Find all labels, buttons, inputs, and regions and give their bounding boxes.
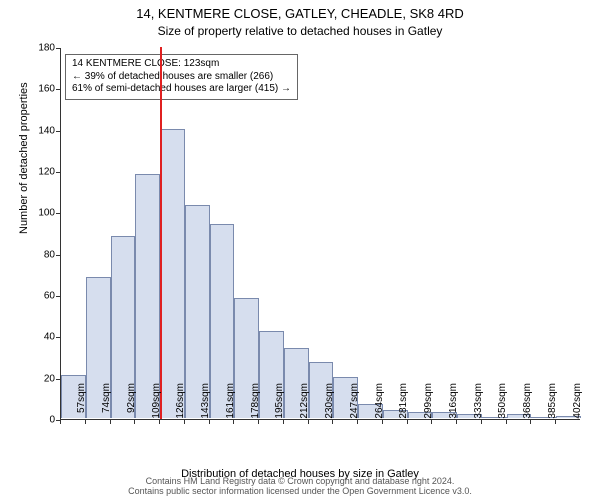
x-tick-mark (481, 420, 482, 424)
x-tick-mark (258, 420, 259, 424)
x-tick-mark (85, 420, 86, 424)
x-tick-label: 385sqm (547, 383, 558, 423)
x-tick-mark (456, 420, 457, 424)
y-tick-mark (56, 255, 60, 256)
x-tick-mark (555, 420, 556, 424)
y-tick-mark (56, 296, 60, 297)
y-tick-label: 120 (25, 167, 55, 178)
x-tick-label: 161sqm (225, 383, 236, 423)
x-tick-mark (159, 420, 160, 424)
annotation-line-3: 61% of semi-detached houses are larger (… (72, 83, 291, 96)
annotation-line-2: ← 39% of detached houses are smaller (26… (72, 71, 291, 84)
x-tick-label: 126sqm (175, 383, 186, 423)
x-tick-label: 350sqm (497, 383, 508, 423)
y-tick-mark (56, 337, 60, 338)
chart-footer: Contains HM Land Registry data © Crown c… (0, 477, 600, 497)
annotation-line-1: 14 KENTMERE CLOSE: 123sqm (72, 58, 291, 71)
x-tick-label: 92sqm (126, 383, 137, 423)
y-tick-label: 80 (25, 249, 55, 260)
x-tick-label: 281sqm (398, 383, 409, 423)
x-tick-mark (431, 420, 432, 424)
x-tick-label: 74sqm (101, 383, 112, 423)
x-tick-mark (332, 420, 333, 424)
y-tick-mark (56, 48, 60, 49)
y-tick-mark (56, 379, 60, 380)
x-tick-label: 299sqm (423, 383, 434, 423)
y-tick-label: 140 (25, 125, 55, 136)
x-tick-label: 247sqm (349, 383, 360, 423)
x-tick-label: 195sqm (274, 383, 285, 423)
y-tick-label: 100 (25, 208, 55, 219)
x-tick-label: 212sqm (299, 383, 310, 423)
x-tick-mark (283, 420, 284, 424)
x-tick-mark (110, 420, 111, 424)
chart-title: 14, KENTMERE CLOSE, GATLEY, CHEADLE, SK8… (0, 6, 600, 21)
x-tick-label: 368sqm (522, 383, 533, 423)
x-tick-mark (209, 420, 210, 424)
y-tick-mark (56, 172, 60, 173)
x-tick-mark (506, 420, 507, 424)
x-tick-mark (184, 420, 185, 424)
footer-line-2: Contains public sector information licen… (128, 486, 472, 496)
x-tick-mark (530, 420, 531, 424)
x-tick-label: 230sqm (324, 383, 335, 423)
y-tick-label: 180 (25, 43, 55, 54)
y-tick-label: 60 (25, 291, 55, 302)
x-tick-label: 264sqm (374, 383, 385, 423)
y-tick-label: 0 (25, 415, 55, 426)
y-tick-mark (56, 89, 60, 90)
y-tick-label: 160 (25, 84, 55, 95)
x-tick-mark (382, 420, 383, 424)
plot-area: 14 KENTMERE CLOSE: 123sqm ← 39% of detac… (60, 48, 580, 420)
y-tick-mark (56, 213, 60, 214)
x-tick-label: 57sqm (76, 383, 87, 423)
reference-line (160, 47, 162, 419)
x-tick-mark (407, 420, 408, 424)
footer-line-1: Contains HM Land Registry data © Crown c… (146, 476, 455, 486)
histogram-bar (160, 129, 185, 418)
histogram-chart: 14, KENTMERE CLOSE, GATLEY, CHEADLE, SK8… (0, 0, 600, 500)
x-tick-label: 333sqm (473, 383, 484, 423)
x-tick-label: 402sqm (572, 383, 583, 423)
x-tick-mark (134, 420, 135, 424)
x-tick-label: 316sqm (448, 383, 459, 423)
histogram-bar (135, 174, 160, 418)
chart-subtitle: Size of property relative to detached ho… (0, 24, 600, 38)
y-tick-label: 20 (25, 373, 55, 384)
x-tick-mark (308, 420, 309, 424)
x-tick-mark (60, 420, 61, 424)
x-tick-mark (357, 420, 358, 424)
x-tick-label: 143sqm (200, 383, 211, 423)
y-tick-mark (56, 131, 60, 132)
y-tick-label: 40 (25, 332, 55, 343)
annotation-box: 14 KENTMERE CLOSE: 123sqm ← 39% of detac… (65, 54, 298, 100)
x-tick-label: 178sqm (250, 383, 261, 423)
x-tick-label: 109sqm (151, 383, 162, 423)
x-tick-mark (233, 420, 234, 424)
